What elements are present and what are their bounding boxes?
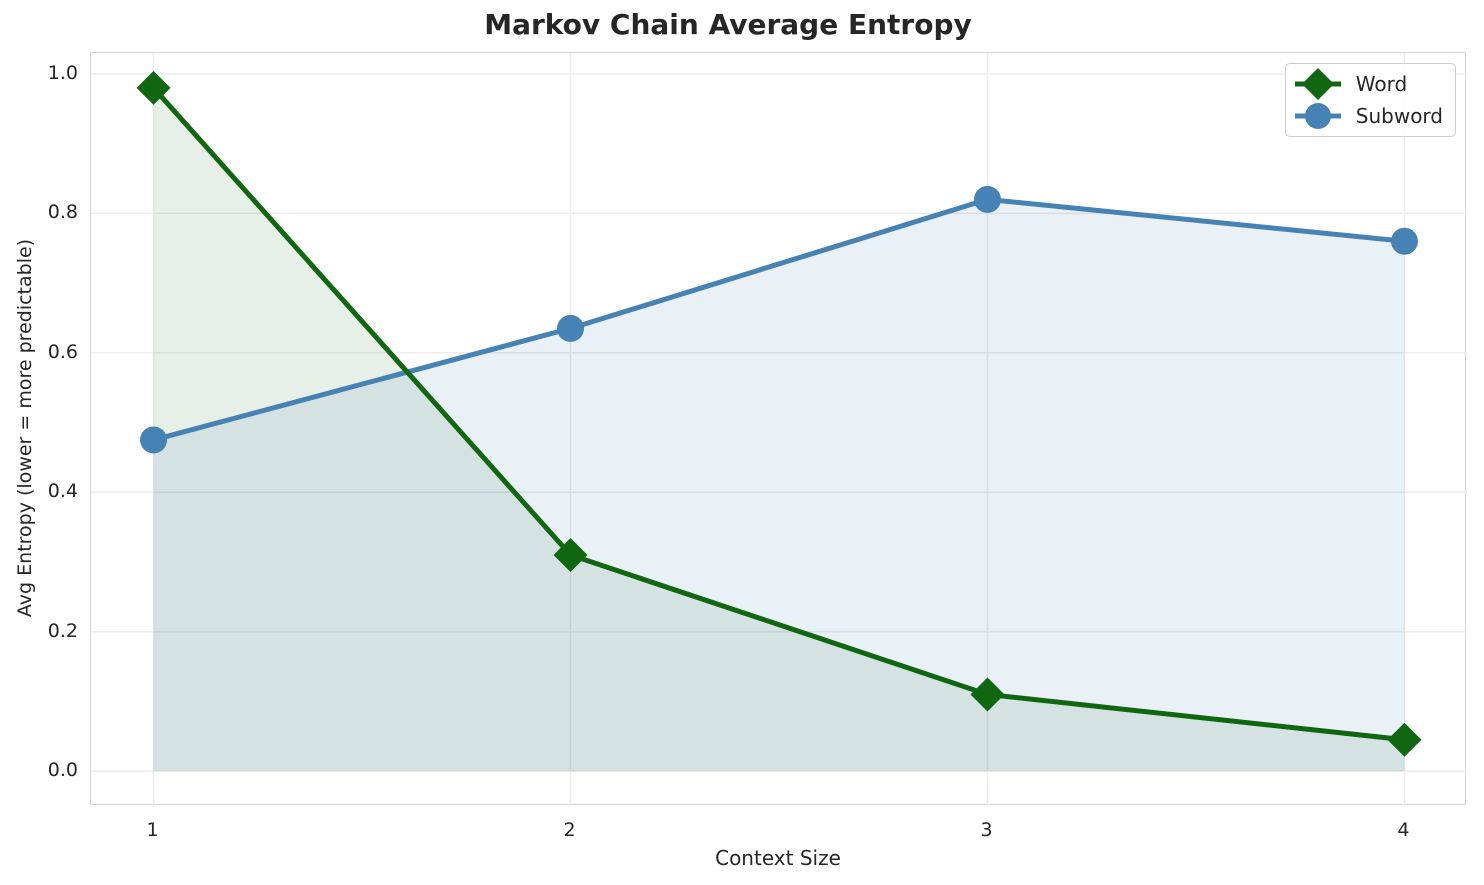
- x-tick-label: 4: [1397, 819, 1410, 841]
- legend-item-word: Word: [1292, 68, 1443, 100]
- x-tick-label: 3: [980, 819, 993, 841]
- x-tick-label: 1: [146, 819, 159, 841]
- legend-label-subword: Subword: [1355, 104, 1443, 128]
- marker-subword-3: [973, 185, 1001, 213]
- marker-word-4: [1387, 722, 1422, 757]
- marker-subword-4: [1390, 227, 1418, 255]
- marker-word-2: [553, 538, 588, 572]
- x-tick-label: 2: [563, 819, 576, 841]
- legend-item-subword: Subword: [1292, 101, 1443, 131]
- y-tick-label: 0.8: [47, 201, 78, 224]
- marker-word-1: [136, 70, 171, 105]
- marker-subword-2: [557, 314, 585, 342]
- x-axis-label: Context Size: [715, 846, 841, 870]
- area-fill-subword: [153, 199, 1405, 772]
- plot-canvas: [91, 53, 1467, 806]
- line-subword: [151, 196, 1407, 443]
- y-tick-label: 0.0: [47, 759, 78, 782]
- word-legend-marker-icon: [1294, 68, 1341, 100]
- line-word: [151, 85, 1407, 743]
- plot-area: Word Subword: [90, 52, 1467, 806]
- area-fill-word: [153, 87, 1405, 772]
- y-tick-label: 0.2: [47, 619, 78, 642]
- legend: Word Subword: [1284, 63, 1456, 137]
- chart-title: Markov Chain Average Entropy: [484, 8, 972, 41]
- legend-label-word: Word: [1355, 72, 1408, 96]
- subword-legend-marker-icon: [1294, 103, 1341, 129]
- marker-word-3: [970, 677, 1005, 712]
- y-tick-label: 1.0: [47, 61, 78, 84]
- y-axis-label: Avg Entropy (lower = more predictable): [14, 238, 36, 618]
- marker-subword-1: [140, 426, 168, 454]
- y-tick-label: 0.6: [47, 340, 78, 363]
- y-tick-label: 0.4: [47, 480, 78, 503]
